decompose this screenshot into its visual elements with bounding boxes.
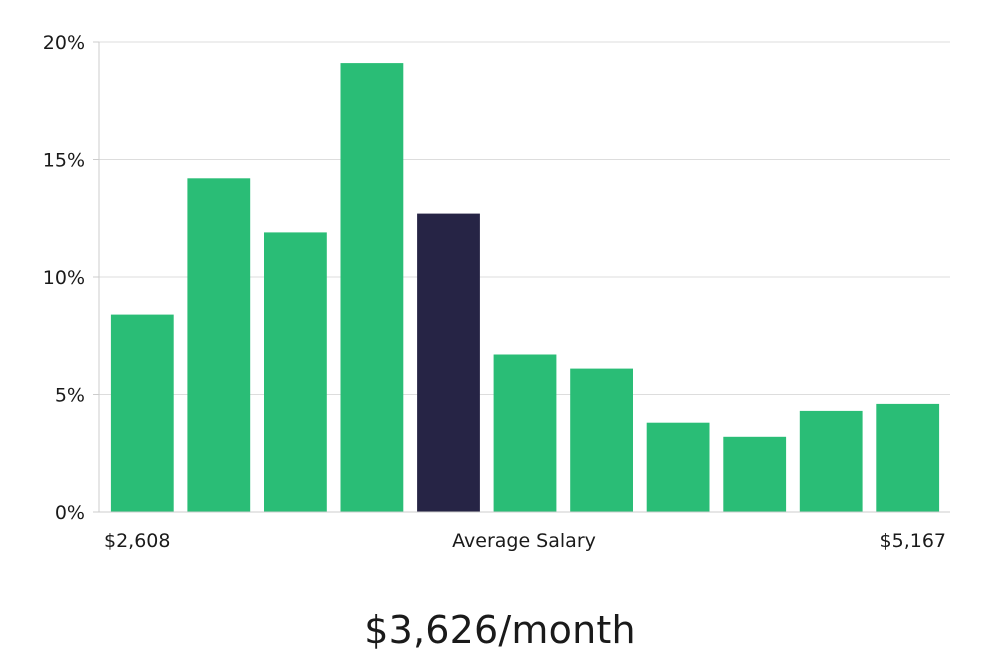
x-axis-title: Average Salary — [452, 530, 596, 552]
bar — [646, 422, 710, 512]
bar — [110, 314, 174, 512]
y-tick-label: 10% — [43, 267, 85, 289]
x-min-label: $2,608 — [104, 530, 170, 552]
bar — [264, 232, 327, 512]
bar — [723, 436, 787, 512]
bar-average-salary — [417, 213, 480, 512]
y-axis-ticks: 0% 5% 10% 15% 20% — [43, 32, 99, 524]
x-max-label: $5,167 — [880, 530, 946, 552]
salary-histogram: 0% 5% 10% 15% 20% $2,608 Average Salary $5,1… — [43, 32, 950, 552]
y-tick-label: 5% — [55, 385, 85, 407]
y-tick-label: 0% — [55, 502, 85, 524]
y-tick-label: 20% — [43, 32, 85, 54]
bar — [570, 368, 633, 512]
y-tick-label: 15% — [43, 150, 85, 172]
bar — [799, 410, 863, 512]
bars — [110, 63, 940, 513]
bar — [493, 354, 557, 512]
bar — [340, 63, 404, 512]
bar — [187, 178, 251, 513]
average-salary-headline: $3,626/month — [364, 608, 636, 652]
bar — [876, 403, 940, 512]
